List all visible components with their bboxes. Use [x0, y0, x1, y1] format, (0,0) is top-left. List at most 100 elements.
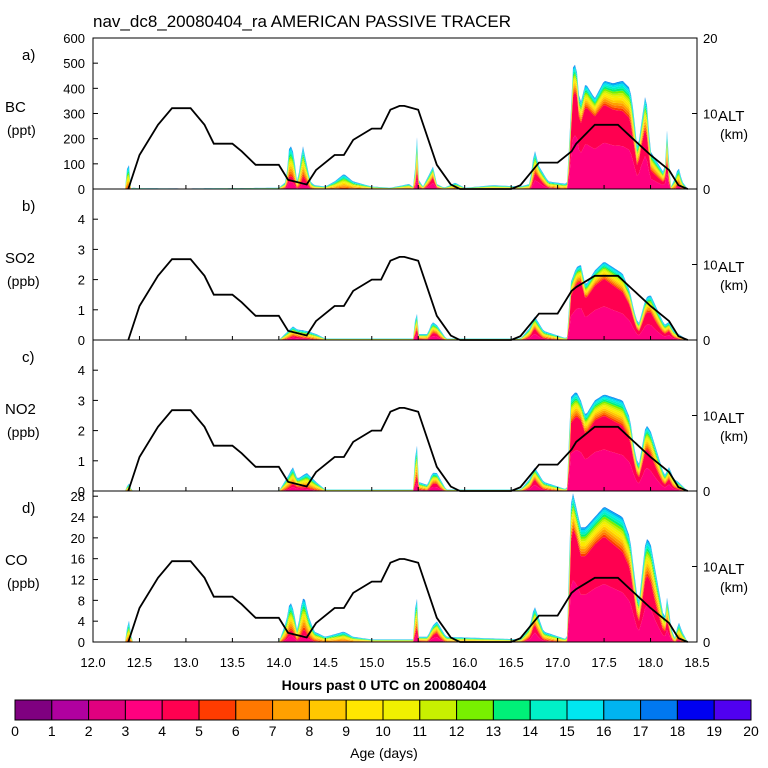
age-band-3 — [93, 306, 697, 340]
x-tick-label: 13.0 — [173, 655, 198, 670]
species-label: NO2 — [5, 401, 36, 418]
colorbar-tick-label: 7 — [269, 723, 277, 739]
panel-letter: c) — [22, 349, 35, 366]
colorbar: 0 1 2 3 4 5 6 7 8 9 10 11 12 13 14 15 16 17 18 19 20 — [11, 699, 759, 739]
colorbar-tick-label: 1 — [48, 723, 56, 739]
species-units: (ppt) — [7, 122, 36, 138]
age-band-3 — [93, 135, 697, 189]
colorbar-tick-label: 10 — [375, 723, 391, 739]
species-label: BC — [5, 99, 26, 116]
y-tick-label: 500 — [63, 56, 85, 71]
panel-no2: 0 1 2 3 4 0 10 c) NO2 (ppb) ALT(km) — [5, 339, 748, 499]
species-label: CO — [5, 552, 28, 569]
y-tick-label: 1 — [78, 303, 85, 318]
y-tick-label: 3 — [78, 393, 85, 408]
x-tick-label: 16.5 — [498, 655, 523, 670]
panel-letter: a) — [22, 47, 35, 64]
colorbar-tick-label: 17 — [633, 723, 649, 739]
x-tick-label: 18.0 — [638, 655, 663, 670]
colorbar-tick-label: 3 — [122, 723, 130, 739]
y-tick-label: 2 — [78, 424, 85, 439]
alt-tick-label: 0 — [703, 182, 710, 197]
x-tick-label: 17.0 — [545, 655, 570, 670]
alt-tick-label: 10 — [703, 560, 717, 575]
colorbar-swatch — [51, 699, 90, 721]
panel-bc: 0 100 200 300 400 500 600 0 10 20 a) BC (ppt) ALT(km) — [5, 31, 748, 197]
colorbar-tick-label: 5 — [195, 723, 203, 739]
colorbar-tick-label: 18 — [670, 723, 686, 739]
alt-label: ALT — [718, 410, 744, 427]
alt-tick-label: 10 — [703, 258, 717, 273]
colorbar-tick-label: 0 — [11, 723, 19, 739]
colorbar-swatch — [640, 699, 678, 721]
colorbar-tick-label: 6 — [232, 723, 240, 739]
y-tick-label: 4 — [78, 212, 85, 227]
species-units: (ppb) — [7, 273, 40, 289]
colorbar-swatch — [713, 699, 752, 721]
alt-units: (km) — [720, 277, 748, 293]
alt-tick-label: 10 — [703, 409, 717, 424]
altitude-line — [127, 407, 689, 492]
age-bands — [93, 64, 697, 189]
colorbar-swatch — [161, 699, 200, 721]
colorbar-swatch — [419, 699, 458, 721]
y-tick-label: 28 — [71, 489, 85, 504]
y-tick-label: 20 — [71, 531, 85, 546]
age-band-3 — [93, 580, 697, 642]
x-tick-label: 16.0 — [452, 655, 477, 670]
x-tick-label: 15.5 — [406, 655, 431, 670]
x-tick-label: 18.5 — [684, 655, 709, 670]
colorbar-swatch — [235, 699, 274, 721]
colorbar-label: Age (days) — [350, 745, 418, 761]
y-tick-label: 600 — [63, 31, 85, 46]
alt-units: (km) — [720, 428, 748, 444]
colorbar-swatch — [345, 699, 384, 721]
y-tick-label: 300 — [63, 107, 85, 122]
colorbar-tick-label: 11 — [413, 723, 428, 739]
y-tick-label: 400 — [63, 81, 85, 96]
altitude-line — [127, 255, 689, 341]
y-tick-label: 24 — [71, 510, 85, 525]
alt-label: ALT — [718, 561, 744, 578]
colorbar-tick-label: 4 — [158, 723, 166, 739]
species-units: (ppb) — [7, 575, 40, 591]
colorbar-swatch — [308, 699, 347, 721]
y-tick-label: 16 — [71, 552, 85, 567]
y-tick-label: 1 — [78, 454, 85, 469]
alt-tick-label: 0 — [703, 333, 710, 348]
x-tick-label: 12.0 — [80, 655, 105, 670]
colorbar-tick-label: 9 — [342, 723, 350, 739]
x-axis-label: Hours past 0 UTC on 20080404 — [282, 677, 487, 693]
colorbar-swatch — [88, 699, 126, 721]
colorbar-tick-label: 12 — [449, 723, 465, 739]
colorbar-swatch — [529, 699, 568, 721]
x-axis: 12.0 12.5 13.0 13.5 14.0 14.5 15.0 15.5 16.0 16.5… — [80, 655, 709, 670]
age-bands — [93, 493, 697, 642]
alt-tick-label: 20 — [703, 31, 717, 46]
alt-tick-label: 10 — [703, 107, 717, 122]
colorbar-tick-label: 19 — [706, 723, 722, 739]
y-tick-label: 200 — [63, 132, 85, 147]
colorbar-swatch — [14, 699, 53, 721]
species-units: (ppb) — [7, 424, 40, 440]
x-tick-label: 14.5 — [313, 655, 338, 670]
y-tick-label: 100 — [63, 157, 85, 172]
colorbar-swatch — [566, 699, 605, 721]
y-tick-label: 0 — [78, 635, 85, 650]
x-tick-label: 12.5 — [127, 655, 152, 670]
alt-label: ALT — [718, 259, 744, 276]
colorbar-tick-label: 14 — [522, 723, 538, 739]
figure-title: nav_dc8_20080404_ra AMERICAN PASSIVE TRA… — [93, 12, 511, 31]
colorbar-swatch — [124, 699, 163, 721]
colorbar-swatch — [456, 699, 494, 721]
y-tick-label: 2 — [78, 273, 85, 288]
y-tick-label: 0 — [78, 182, 85, 197]
colorbar-swatch — [272, 699, 310, 721]
colorbar-tick-label: 20 — [743, 723, 759, 739]
colorbar-tick-label: 8 — [306, 723, 314, 739]
x-tick-label: 15.0 — [359, 655, 384, 670]
panel-so2: 0 1 2 3 4 0 10 b) SO2 (ppb) ALT(km) — [5, 188, 748, 348]
age-bands — [93, 262, 697, 340]
colorbar-swatch — [492, 699, 531, 721]
age-band-3 — [93, 449, 697, 491]
